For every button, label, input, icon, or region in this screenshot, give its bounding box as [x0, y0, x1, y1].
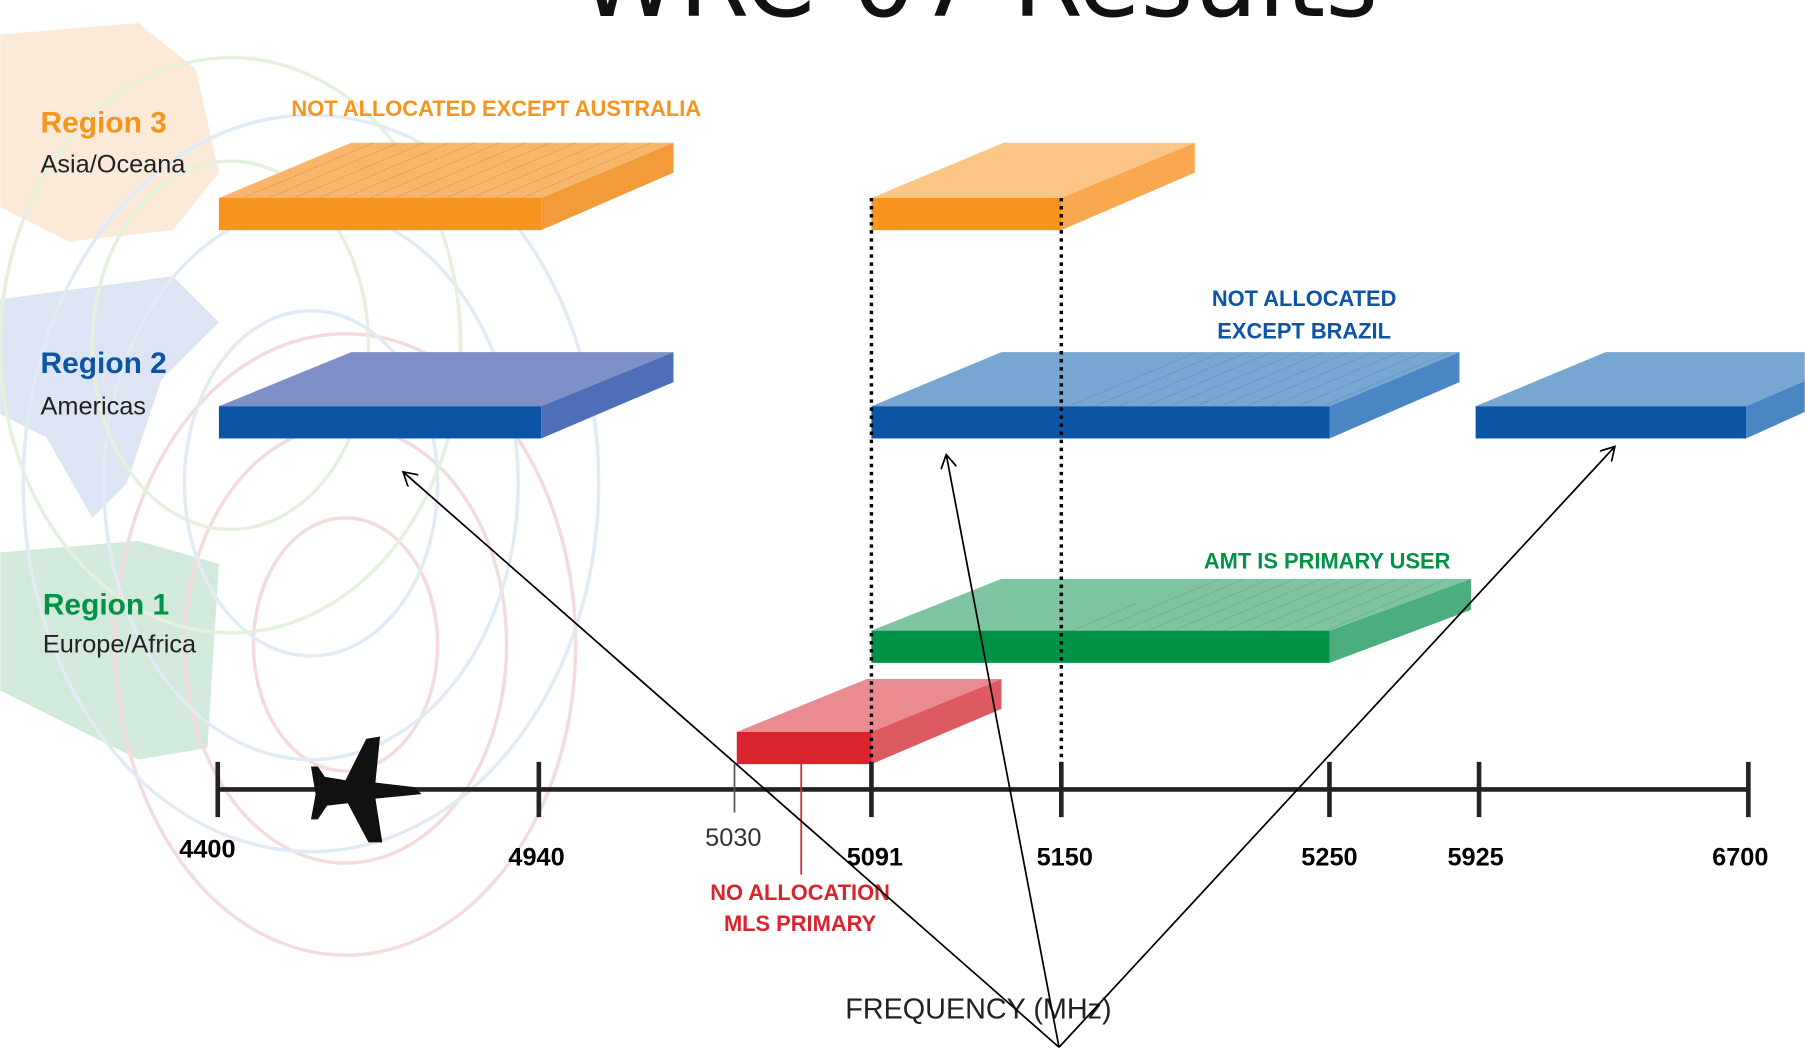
- annotation: NO ALLOCATION: [710, 880, 890, 905]
- background-art: [0, 23, 601, 957]
- tick-label: 5250: [1301, 843, 1357, 871]
- tick-label: 6700: [1712, 843, 1768, 871]
- region-name: Region 2: [41, 347, 167, 380]
- axis-label: FREQUENCY (MHz): [845, 993, 1111, 1025]
- tick-label: 4940: [508, 843, 564, 871]
- region-name: Region 3: [41, 106, 167, 139]
- annotation: MLS PRIMARY: [724, 911, 877, 936]
- annotation: NOT ALLOCATED EXCEPT AUSTRALIA: [291, 96, 701, 121]
- tick-label: 4400: [179, 835, 235, 863]
- annotation: NOT ALLOCATED: [1212, 286, 1397, 311]
- tick-label: 5030: [705, 824, 761, 852]
- airplane-icon: [310, 736, 422, 843]
- guide-lines: [869, 197, 1064, 790]
- tick-label: 5091: [847, 843, 903, 871]
- tick-label: 5925: [1447, 843, 1503, 871]
- frequency-axis: [215, 761, 1751, 875]
- region-name: Region 1: [43, 589, 169, 622]
- tick-label: 5150: [1037, 843, 1093, 871]
- region-area: Asia/Oceana: [41, 151, 187, 179]
- annotation: EXCEPT BRAZIL: [1217, 318, 1391, 343]
- annotation: AMT IS PRIMARY USER: [1204, 549, 1451, 574]
- title: WRC-07 Results: [579, 0, 1378, 40]
- region-area: Europe/Africa: [43, 631, 197, 659]
- region-area: Americas: [41, 392, 146, 420]
- arrows: [403, 447, 1615, 1048]
- allocation-bars: [218, 142, 1805, 765]
